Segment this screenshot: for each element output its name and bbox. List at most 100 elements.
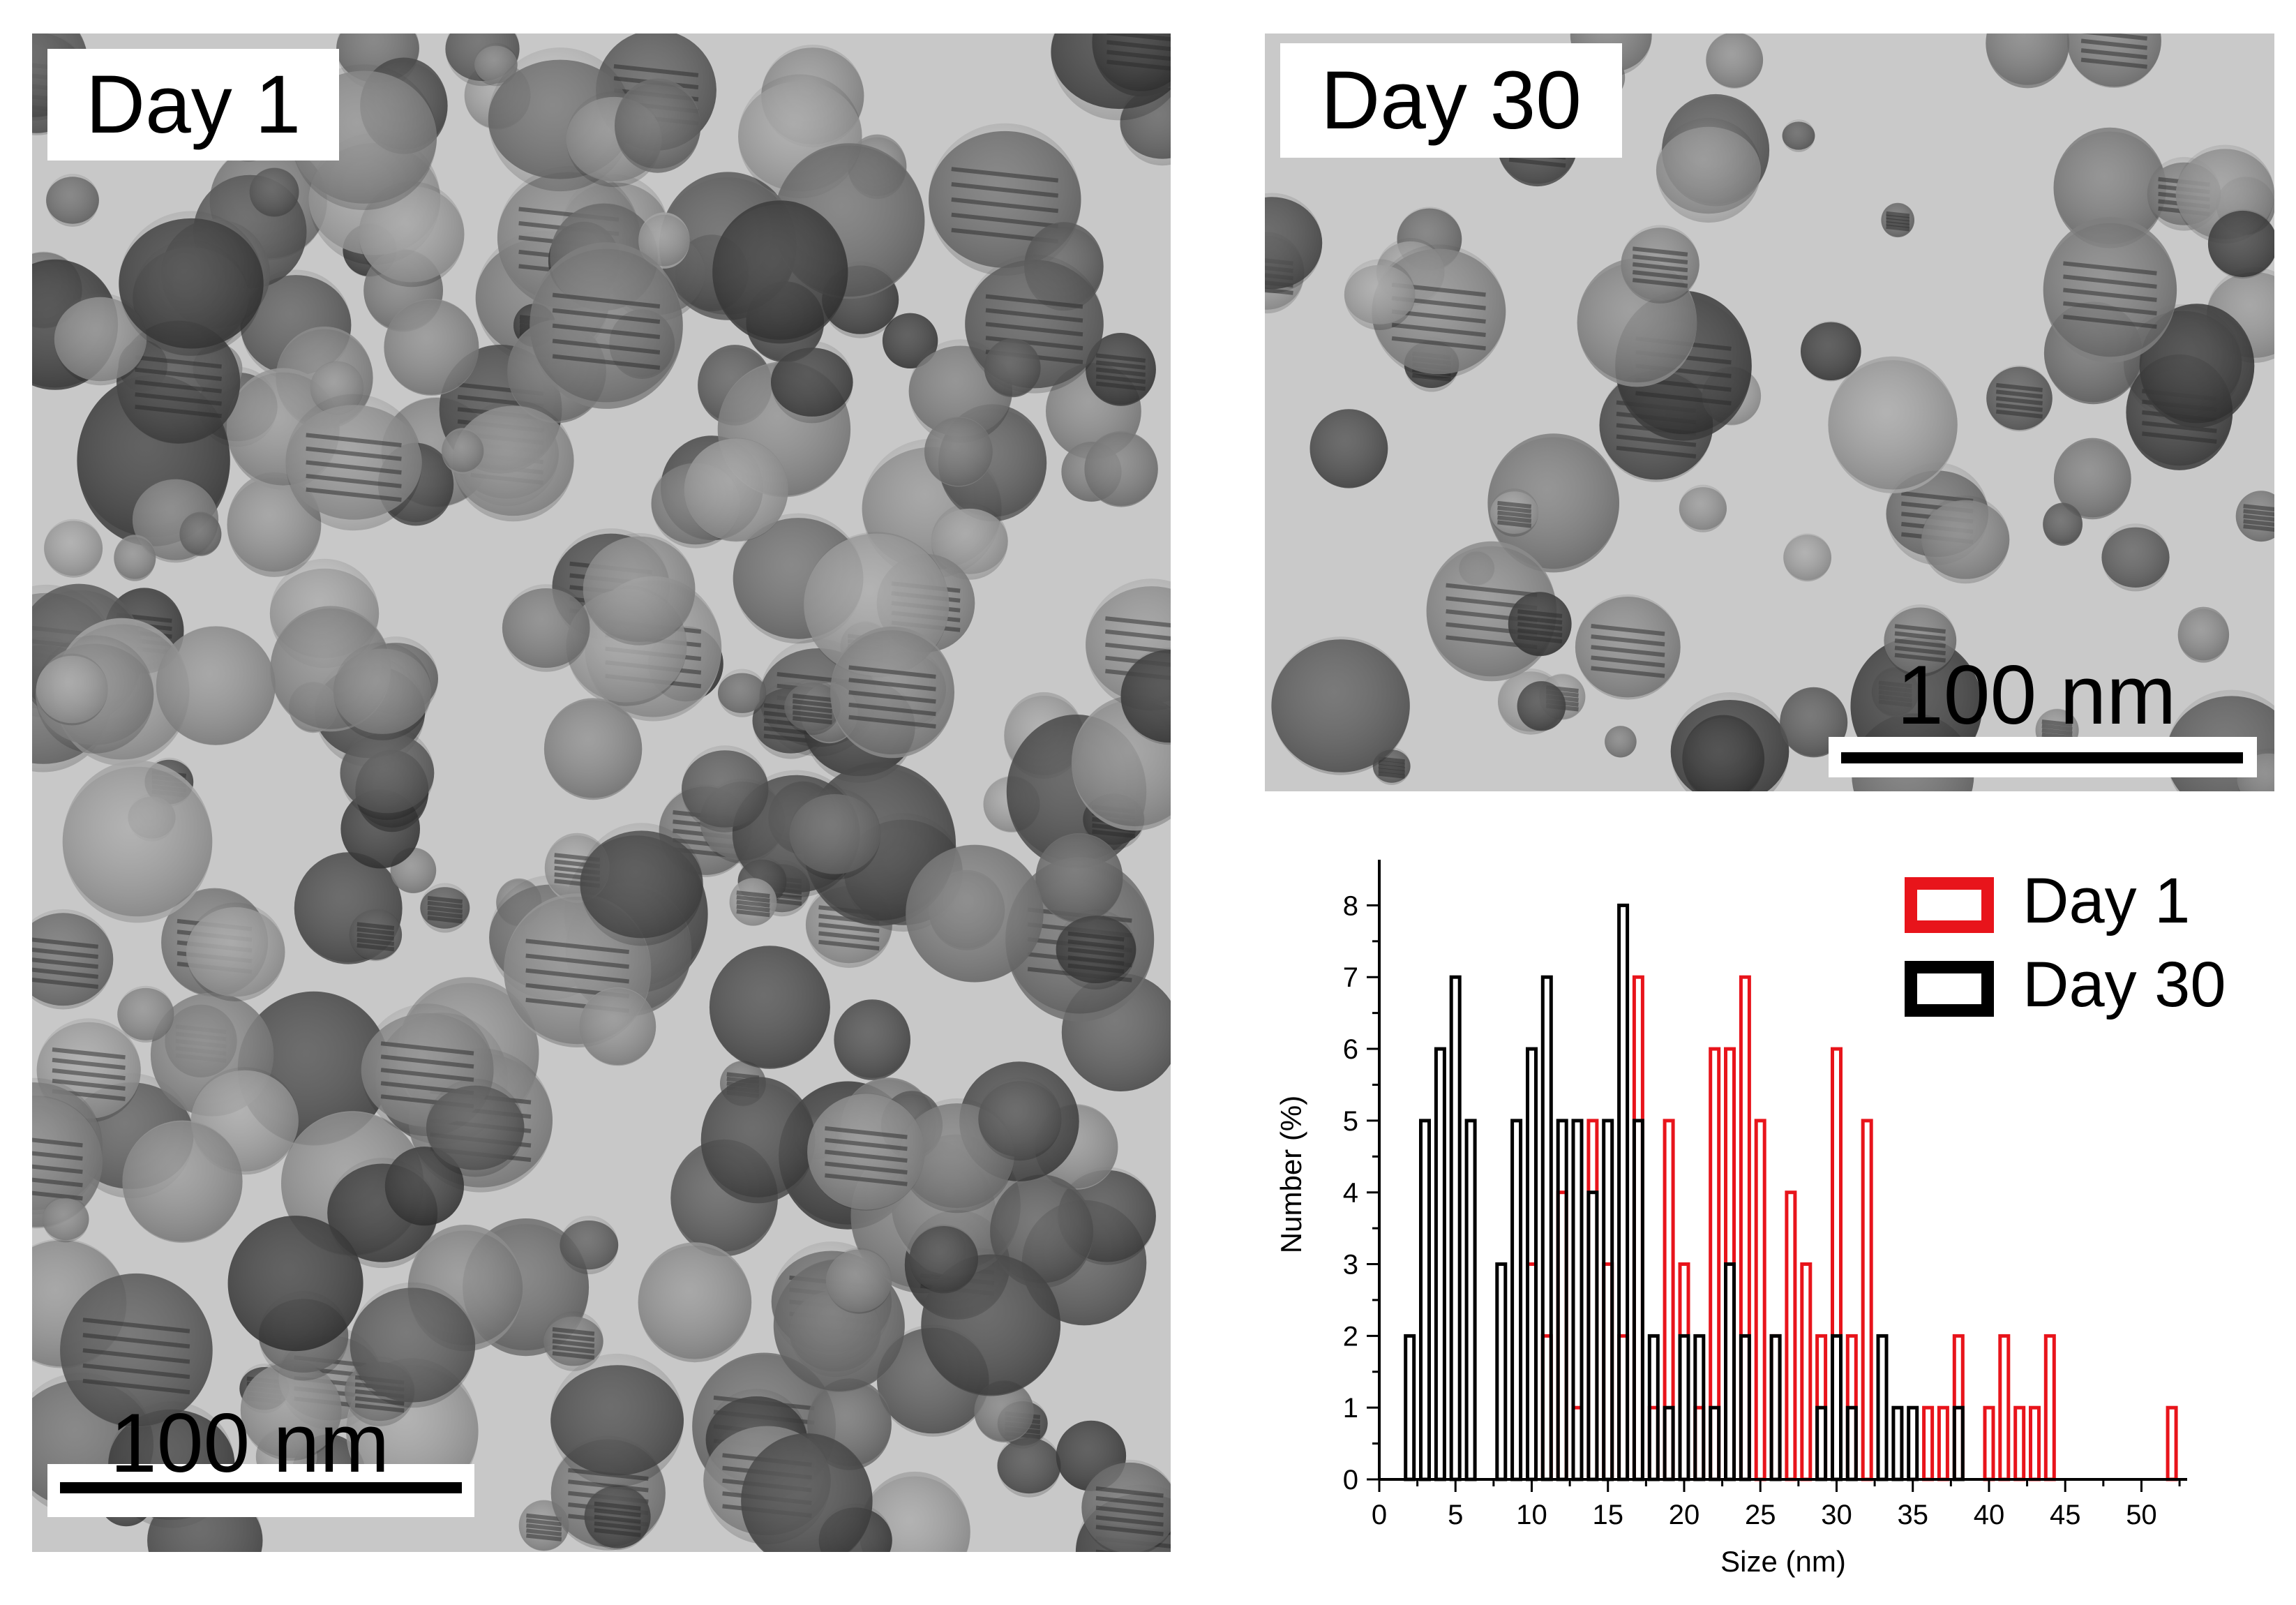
legend-label-day-1: Day 1	[2023, 865, 2190, 936]
nanoparticle	[579, 987, 656, 1066]
nanoparticle	[2053, 127, 2166, 248]
nanoparticle	[44, 518, 103, 578]
x-tick-label: 10	[1516, 1500, 1547, 1530]
scale-label-day1: 100 nm	[110, 1396, 390, 1490]
nanoparticle	[62, 760, 213, 923]
bar-day-30-20	[1678, 1334, 1690, 1481]
bar-day-1-32	[1861, 1119, 1873, 1481]
y-tick-label: 5	[1343, 1106, 1358, 1137]
nanoparticle	[36, 653, 108, 726]
nanoparticle	[638, 212, 690, 269]
nanoparticle	[1120, 648, 1171, 745]
y-tick-label: 4	[1343, 1178, 1358, 1209]
nanoparticle	[1487, 433, 1619, 573]
bar-day-30-29	[1815, 1405, 1828, 1481]
nanoparticle	[924, 417, 993, 487]
nanoparticle	[54, 292, 147, 386]
nanoparticle	[2177, 606, 2230, 663]
x-tick-label: 35	[1897, 1500, 1928, 1530]
nanoparticle	[909, 1224, 978, 1294]
bar-day-30-16	[1617, 903, 1630, 1481]
nanoparticle	[442, 428, 484, 475]
legend-label-day-30: Day 30	[2023, 949, 2226, 1020]
bar-day-30-13	[1571, 1119, 1584, 1481]
nanoparticle	[46, 174, 99, 227]
nanoparticle	[1986, 33, 2070, 89]
nanoparticle	[1092, 33, 1171, 97]
nanoparticle	[1265, 193, 1323, 294]
nanoparticle	[240, 1359, 342, 1461]
bar-day-1-44	[2043, 1334, 2056, 1481]
chart-legend: Day 1 Day 30	[1905, 865, 2226, 1020]
nanoparticle	[452, 400, 574, 522]
bar-day-30-2	[1404, 1334, 1416, 1481]
nanoparticle	[1656, 117, 1762, 223]
nanoparticle	[1271, 636, 1410, 775]
bar-day-30-11	[1540, 975, 1553, 1481]
x-tick-label: 45	[2050, 1500, 2081, 1530]
nanoparticle	[584, 1484, 651, 1551]
nanoparticle	[2235, 491, 2274, 542]
nanoparticle	[978, 1077, 1062, 1161]
y-tick-label: 0	[1343, 1465, 1358, 1495]
bar-day-1-41	[1998, 1334, 2011, 1481]
nanoparticle	[502, 584, 590, 672]
nanoparticle	[1783, 533, 1831, 582]
nanoparticle	[789, 788, 881, 880]
y-axis-label: Number (%)	[1275, 1096, 1307, 1253]
nanoparticle	[179, 512, 222, 556]
nanoparticle	[700, 1077, 816, 1204]
bar-day-30-17	[1632, 1119, 1644, 1481]
nanoparticle	[550, 1353, 684, 1487]
bar-day-30-19	[1663, 1405, 1675, 1481]
nanoparticle	[1508, 592, 1572, 657]
nanoparticle	[60, 1273, 213, 1428]
x-tick-label: 20	[1669, 1500, 1700, 1530]
bar-day-30-14	[1586, 1190, 1599, 1481]
nanoparticle	[119, 211, 264, 356]
bar-day-30-24	[1739, 1334, 1751, 1481]
tem-image-day30: Day 30 100 nm	[1265, 33, 2274, 791]
nanoparticle	[2043, 217, 2177, 363]
bar-day-30-12	[1556, 1119, 1568, 1481]
nanoparticle	[32, 1096, 103, 1229]
nanoparticle	[349, 908, 403, 962]
y-tick-label: 2	[1343, 1321, 1358, 1352]
x-axis-label: Size (nm)	[1720, 1545, 1846, 1578]
nanoparticle	[906, 844, 1044, 983]
nanoparticle	[834, 999, 910, 1080]
nanoparticle	[560, 1216, 619, 1274]
bar-day-30-38	[1952, 1405, 1965, 1481]
tem-image-day1: Day 1 100 nm	[32, 33, 1171, 1552]
legend-swatch-day-30	[1905, 961, 1994, 1017]
nanoparticle	[543, 1311, 603, 1371]
nanoparticle	[1490, 488, 1539, 537]
nanoparticle	[1081, 1459, 1171, 1552]
nanoparticle	[1682, 715, 1765, 791]
nanoparticle	[1517, 681, 1566, 731]
nanoparticle	[1679, 484, 1727, 532]
x-tick-label: 15	[1592, 1500, 1623, 1530]
nanoparticle	[1084, 431, 1158, 507]
nanoparticle	[1605, 726, 1637, 758]
nanoparticle	[2053, 438, 2131, 520]
bar-day-1-25	[1754, 1119, 1766, 1481]
nanoparticle	[1782, 119, 1815, 152]
bar-day-30-34	[1891, 1405, 1904, 1481]
nanoparticle	[1801, 321, 1861, 382]
nanoparticle	[2207, 209, 2274, 279]
bar-day-30-23	[1724, 1262, 1736, 1481]
nanoparticle	[741, 1433, 873, 1552]
nanoparticle	[249, 167, 299, 217]
nanoparticle	[682, 745, 769, 833]
nanoparticle	[285, 394, 422, 531]
tem-micrograph-day1	[32, 33, 1171, 1552]
nanoparticle	[1881, 202, 1914, 238]
nanoparticle	[420, 883, 470, 933]
panel-label-day1: Day 1	[47, 49, 339, 160]
nanoparticle	[615, 78, 701, 173]
nanoparticle	[543, 698, 643, 800]
nanoparticle	[984, 338, 1041, 398]
nanoparticle	[580, 823, 703, 946]
nanoparticle	[771, 341, 853, 424]
